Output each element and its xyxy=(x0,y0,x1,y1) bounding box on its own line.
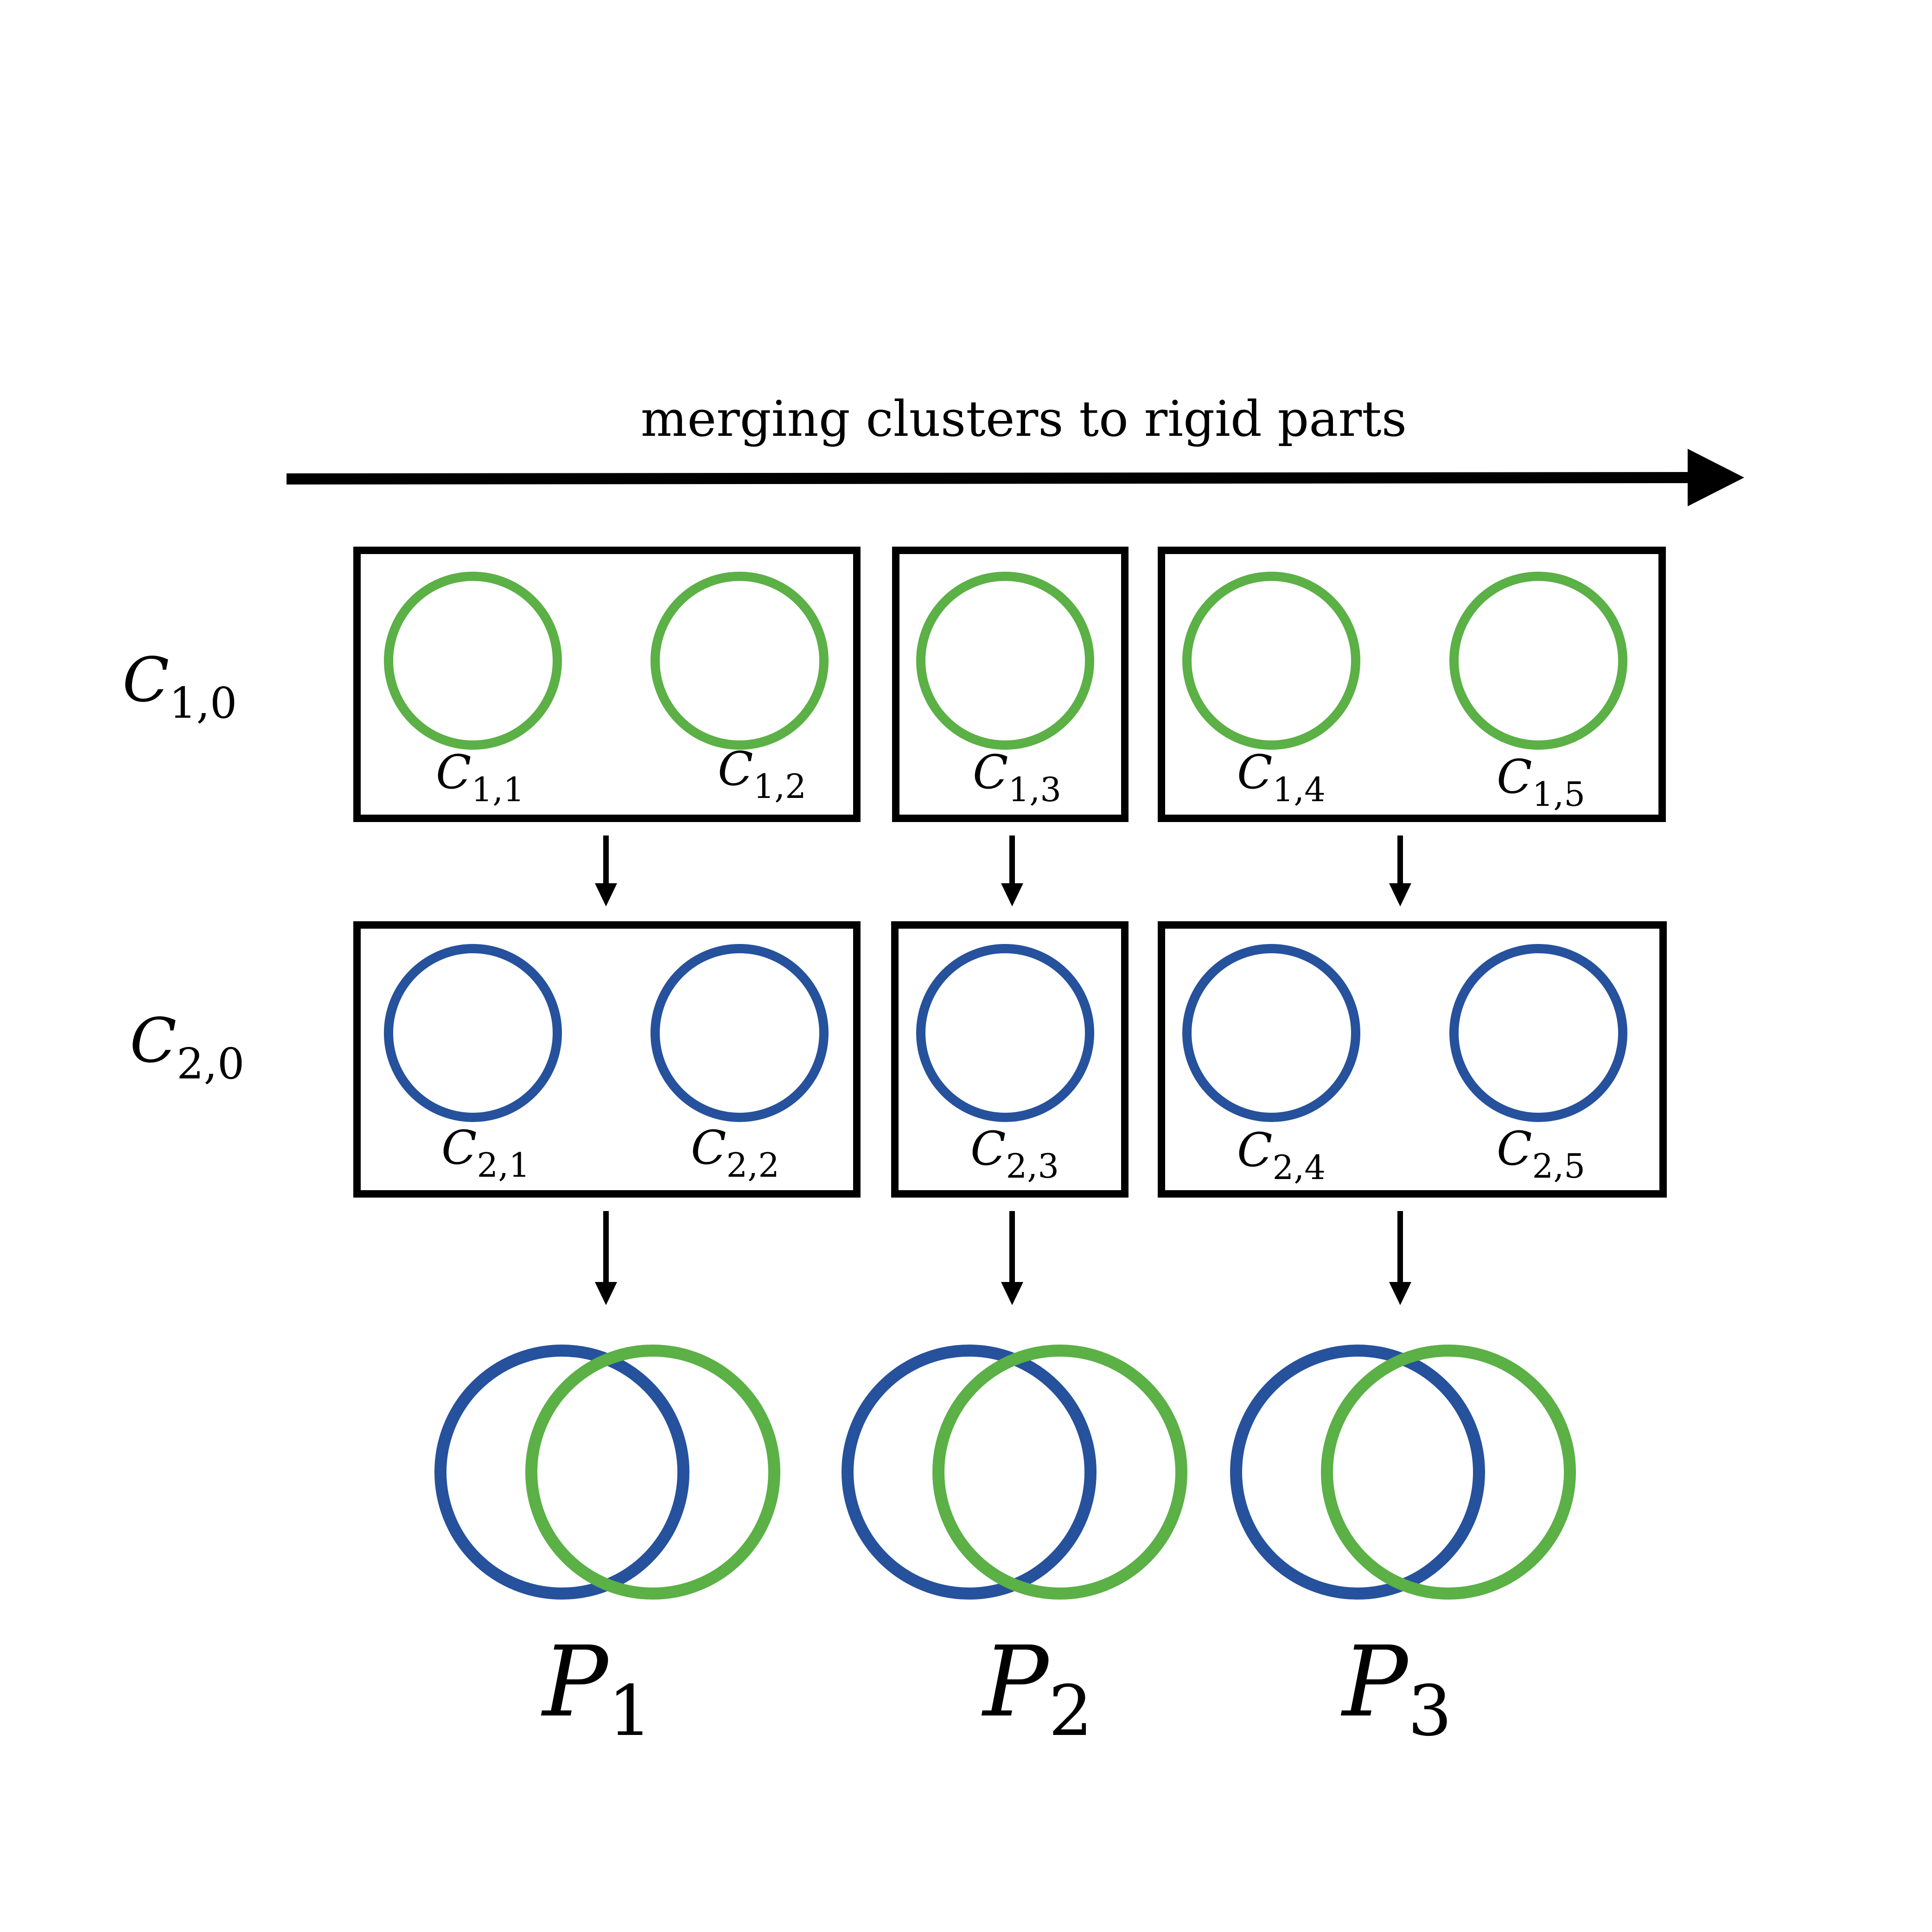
cluster-label: C1,4 xyxy=(1237,745,1326,809)
cluster-label: C1,5 xyxy=(1497,750,1585,814)
cluster-circle xyxy=(1182,944,1360,1122)
down-arrow xyxy=(1389,835,1411,906)
row-label-2: C2,0 xyxy=(130,1005,244,1089)
cluster-circle xyxy=(384,944,562,1122)
cluster-label: C2,1 xyxy=(441,1121,530,1185)
cluster-circle xyxy=(1449,944,1627,1122)
down-arrow xyxy=(595,835,617,906)
cluster-label: C1,2 xyxy=(718,742,806,806)
diagram-title: merging clusters to rigid parts xyxy=(641,390,1407,447)
progress-arrow-head xyxy=(1688,449,1744,506)
part-circle-green xyxy=(525,1345,780,1600)
part-label-1: P1 xyxy=(541,1625,652,1752)
cluster-group-box xyxy=(353,547,861,822)
cluster-group-box xyxy=(891,921,1129,1198)
cluster-circle xyxy=(1449,572,1627,750)
cluster-label: C2,2 xyxy=(691,1121,779,1185)
row-label-1: C1,0 xyxy=(122,644,237,728)
cluster-label: C1,1 xyxy=(436,745,524,809)
cluster-circle xyxy=(1182,572,1360,750)
down-arrow xyxy=(1389,1211,1411,1305)
part-label-3: P3 xyxy=(1340,1625,1452,1752)
cluster-group-box xyxy=(353,921,861,1198)
cluster-label: C2,4 xyxy=(1237,1123,1326,1187)
cluster-circle xyxy=(384,572,562,750)
cluster-group-box xyxy=(1158,921,1667,1198)
cluster-group-box xyxy=(1158,547,1666,822)
rigid-part-3 xyxy=(1230,1345,1576,1600)
cluster-label: C2,3 xyxy=(970,1122,1059,1186)
cluster-label: C2,5 xyxy=(1497,1122,1585,1186)
part-circle-blue xyxy=(434,1345,689,1600)
rigid-part-2 xyxy=(842,1345,1187,1600)
row-label-1-main: C xyxy=(122,644,169,716)
cluster-circle xyxy=(650,572,829,750)
cluster-group-box xyxy=(892,547,1129,822)
row-label-1-sub: 1,0 xyxy=(169,678,237,728)
cluster-circle xyxy=(916,944,1094,1122)
down-arrow xyxy=(1001,835,1023,906)
cluster-circle xyxy=(916,572,1094,750)
row-label-2-main: C xyxy=(130,1005,177,1077)
cluster-circle xyxy=(650,944,829,1122)
cluster-label: C1,3 xyxy=(973,745,1061,809)
part-circle-green xyxy=(932,1345,1187,1600)
part-circle-blue xyxy=(1230,1345,1485,1600)
part-label-2: P2 xyxy=(981,1625,1093,1752)
row-label-2-sub: 2,0 xyxy=(177,1039,244,1089)
rigid-part-1 xyxy=(434,1345,780,1600)
down-arrow xyxy=(1001,1211,1023,1305)
progress-arrow-shaft xyxy=(286,472,1702,485)
part-circle-green xyxy=(1321,1345,1576,1600)
part-circle-blue xyxy=(842,1345,1097,1600)
down-arrow xyxy=(595,1211,617,1305)
